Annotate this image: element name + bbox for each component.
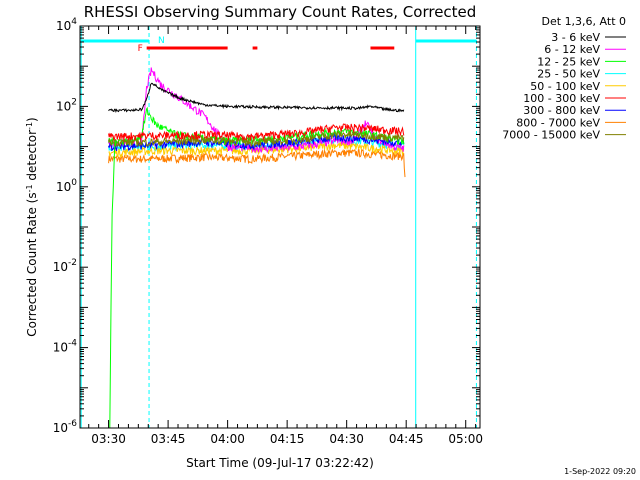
x-tick-label-4: 04:30 bbox=[329, 432, 364, 446]
series-line-5 bbox=[108, 123, 405, 142]
legend-label-3: 25 - 50 keV bbox=[537, 68, 600, 81]
x-tick-label-2: 04:00 bbox=[210, 432, 245, 446]
y-tick-base: 10 bbox=[56, 180, 71, 194]
legend-label-4: 50 - 100 keV bbox=[530, 80, 600, 93]
y-label-exp-2: -1 bbox=[25, 122, 34, 130]
series-layer bbox=[80, 26, 477, 429]
y-tick-label-0: 10-6 bbox=[53, 419, 78, 435]
night-bar-label: N bbox=[158, 36, 165, 46]
y-tick-label-4: 102 bbox=[56, 97, 77, 113]
y-tick-exponent: -4 bbox=[68, 339, 77, 349]
series-line-6 bbox=[108, 132, 405, 152]
y-tick-exponent: 2 bbox=[71, 97, 77, 107]
status-bars: NF bbox=[81, 36, 477, 54]
legend-label-6: 300 - 800 keV bbox=[523, 104, 600, 117]
legend-label-5: 100 - 300 keV bbox=[523, 92, 600, 105]
y-tick-label-5: 104 bbox=[56, 17, 77, 33]
x-tick-label-1: 03:45 bbox=[151, 432, 186, 446]
legend-header: Det 1,3,6, Att 0 bbox=[542, 15, 626, 28]
y-label-part-2: detector bbox=[25, 130, 39, 185]
x-axis-label: Start Time (09-Jul-17 03:22:42) bbox=[186, 456, 374, 470]
legend-label-8: 7000 - 15000 keV bbox=[502, 129, 600, 142]
y-tick-base: 10 bbox=[53, 341, 68, 355]
y-label-part-1: Corrected Count Rate (s bbox=[25, 192, 39, 336]
chart-title: RHESSI Observing Summary Count Rates, Co… bbox=[84, 3, 477, 21]
series-line-0 bbox=[108, 82, 405, 114]
y-tick-base: 10 bbox=[53, 260, 68, 274]
y-axis-label: Corrected Count Rate (s-1 detector-1) bbox=[25, 117, 39, 336]
series-line-7 bbox=[108, 148, 406, 178]
y-tick-base: 10 bbox=[56, 19, 71, 33]
legend-label-2: 12 - 25 keV bbox=[537, 55, 600, 68]
legend-label-0: 3 - 6 keV bbox=[551, 31, 600, 44]
y-tick-label-1: 10-4 bbox=[53, 339, 78, 355]
x-tick-label-0: 03:30 bbox=[91, 432, 126, 446]
legend-label-1: 6 - 12 keV bbox=[544, 43, 600, 56]
x-tick-label-5: 04:45 bbox=[389, 432, 424, 446]
x-tick-label-6: 05:00 bbox=[448, 432, 483, 446]
legend-label-7: 800 - 7000 keV bbox=[516, 116, 600, 129]
y-label-exp-1: -1 bbox=[25, 184, 34, 192]
y-tick-exponent: 0 bbox=[71, 178, 77, 188]
y-tick-base: 10 bbox=[56, 99, 71, 113]
y-tick-exponent: -6 bbox=[68, 419, 77, 429]
flare-bar-label: F bbox=[138, 44, 143, 54]
plot-frame bbox=[79, 25, 481, 429]
dropout-trace bbox=[108, 140, 117, 429]
x-tick-label-3: 04:15 bbox=[270, 432, 305, 446]
y-tick-exponent: -2 bbox=[68, 258, 77, 268]
y-tick-label-3: 100 bbox=[56, 178, 77, 194]
series-line-8 bbox=[108, 129, 405, 148]
y-tick-exponent: 4 bbox=[71, 17, 77, 27]
y-tick-label-2: 10-2 bbox=[53, 258, 77, 274]
footer-timestamp: 1-Sep-2022 09:20 bbox=[564, 467, 636, 476]
y-tick-base: 10 bbox=[53, 421, 68, 435]
y-label-part-3: ) bbox=[25, 117, 39, 122]
